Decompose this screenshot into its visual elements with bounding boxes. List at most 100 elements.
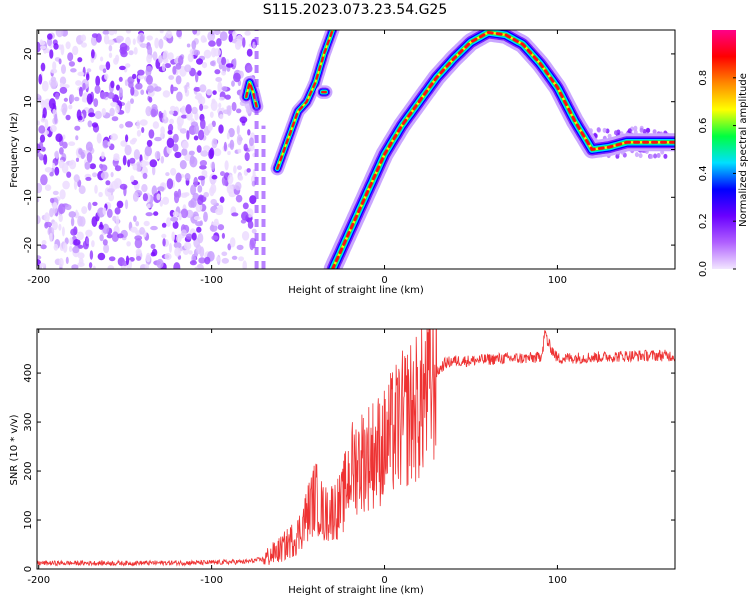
noise-speckle	[94, 184, 98, 194]
noise-speckle	[235, 194, 243, 203]
noise-speckle	[189, 260, 197, 266]
noise-speckle	[85, 237, 90, 245]
noise-speckle	[128, 81, 134, 89]
noise-speckle	[174, 151, 182, 159]
noise-speckle	[107, 265, 115, 269]
noise-speckle	[214, 69, 221, 75]
noise-speckle	[153, 86, 162, 92]
noise-speckle	[62, 141, 68, 149]
noise-speckle	[139, 227, 146, 235]
noise-speckle	[170, 105, 176, 111]
noise-speckle	[53, 243, 59, 251]
noise-speckle	[653, 153, 658, 159]
noise-speckle	[140, 166, 148, 176]
noise-speckle	[244, 152, 250, 162]
noise-speckle	[110, 171, 114, 178]
noise-speckle	[61, 64, 66, 75]
noise-speckle	[158, 111, 163, 119]
noise-speckle	[241, 231, 250, 241]
noise-speckle	[109, 107, 115, 117]
noise-speckle	[186, 43, 191, 48]
colorbar-tick-label: 0.2	[698, 213, 709, 229]
noise-speckle	[221, 232, 225, 239]
noise-speckle	[68, 159, 77, 170]
noise-speckle	[132, 38, 136, 45]
noise-speckle	[40, 244, 47, 250]
noise-speckle	[38, 74, 43, 85]
noise-speckle	[227, 150, 231, 156]
noise-speckle	[247, 220, 254, 229]
noise-speckle	[165, 172, 170, 177]
noise-speckle	[81, 97, 86, 103]
x-tick-label: -200	[27, 575, 50, 586]
noise-speckle	[146, 85, 154, 93]
noise-speckle	[53, 43, 59, 50]
spectrogram-y-label: Frequency (Hz)	[9, 112, 20, 188]
noise-speckle	[236, 134, 242, 146]
noise-speckle	[169, 118, 175, 125]
noise-speckle	[189, 155, 195, 165]
noise-speckle	[165, 30, 173, 39]
noise-speckle	[154, 37, 160, 49]
noise-speckle	[37, 41, 41, 53]
noise-speckle	[196, 226, 202, 233]
noise-speckle	[65, 256, 69, 264]
noise-speckle	[157, 186, 165, 192]
noise-speckle	[37, 183, 43, 194]
noise-speckle	[231, 101, 237, 112]
noise-speckle	[139, 34, 144, 43]
noise-speckle	[68, 245, 73, 252]
noise-speckle	[220, 171, 225, 177]
noise-speckle	[173, 190, 179, 198]
noise-speckle	[101, 151, 105, 160]
noise-speckle	[62, 242, 68, 253]
y-tick-label: 400	[23, 364, 34, 383]
noise-speckle	[209, 111, 214, 118]
noise-speckle	[156, 258, 164, 269]
noise-speckle	[58, 203, 66, 214]
noise-speckle	[218, 124, 224, 134]
noise-speckle	[141, 127, 145, 133]
noise-speckle	[86, 68, 92, 73]
noise-speckle	[174, 247, 181, 257]
noise-speckle	[143, 220, 150, 227]
noise-speckle	[40, 62, 46, 72]
noise-speckle	[171, 231, 175, 242]
noise-speckle	[191, 40, 197, 50]
noise-speckle	[37, 152, 42, 157]
y-tick-label: 300	[23, 413, 34, 432]
noise-speckle	[203, 49, 212, 59]
noise-speckle	[162, 50, 169, 61]
noise-speckle	[242, 260, 247, 269]
noise-speckle	[68, 104, 73, 110]
noise-speckle	[239, 116, 248, 124]
noise-speckle	[99, 91, 107, 100]
noise-speckle	[37, 120, 40, 126]
noise-speckle	[73, 174, 80, 183]
noise-speckle	[218, 102, 222, 109]
noise-speckle	[229, 237, 236, 248]
noise-speckle	[639, 127, 644, 133]
noise-speckle	[97, 252, 106, 261]
noise-speckle	[64, 204, 72, 211]
noise-speckle	[122, 155, 127, 166]
noise-speckle	[57, 44, 63, 50]
noise-speckle	[242, 37, 246, 48]
noise-speckle	[146, 35, 153, 41]
noise-speckle	[69, 94, 75, 103]
noise-speckle	[58, 257, 64, 268]
noise-speckle	[95, 75, 101, 87]
noise-speckle	[217, 224, 225, 231]
noise-speckle	[236, 108, 242, 114]
noise-speckle	[161, 63, 166, 72]
noise-speckle	[72, 246, 80, 254]
noise-speckle	[39, 40, 46, 46]
noise-speckle	[91, 240, 95, 248]
noise-speckle	[172, 143, 179, 152]
noise-speckle	[58, 58, 62, 65]
noise-speckle	[119, 42, 128, 52]
snr-x-label: Height of straight line (km)	[288, 585, 424, 596]
noise-speckle	[91, 49, 95, 59]
colorbar-ticks: 0.0 0.2 0.4 0.6 0.8	[698, 70, 736, 277]
noise-speckle	[188, 250, 193, 255]
